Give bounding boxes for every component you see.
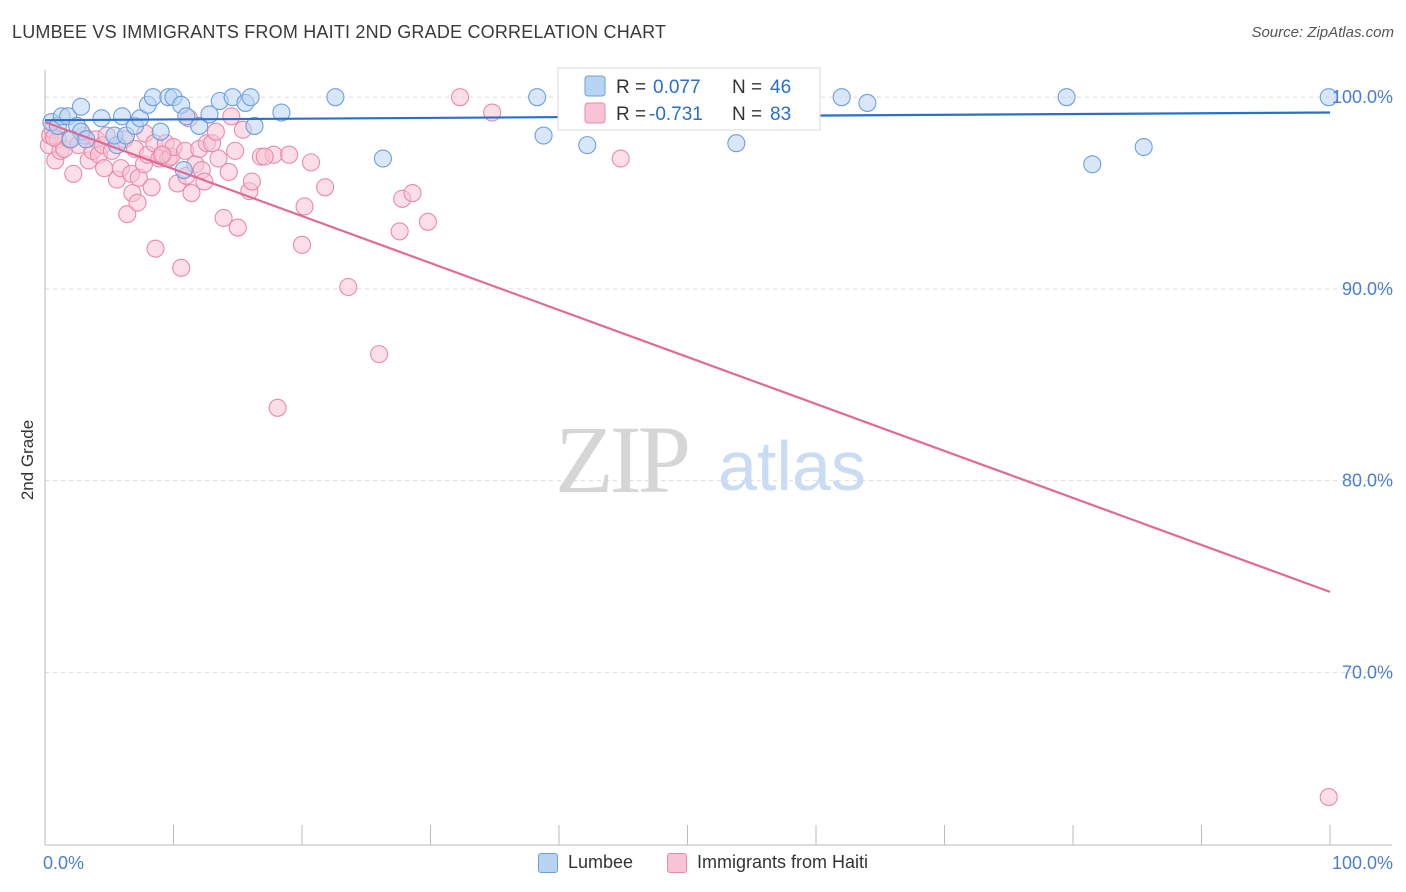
blue-point-15 [131,109,150,128]
legend-item-lumbee[interactable]: Lumbee [537,852,634,873]
blue-point-31 [272,103,291,122]
x-tick-labels: 0.0% 100.0% [43,853,1393,873]
stats-r-value-blue: 0.077 [653,77,701,98]
chart-title: LUMBEE VS IMMIGRANTS FROM HAITI 2ND GRAD… [12,22,667,42]
pink-point-65 [280,145,299,164]
pink-point-72 [390,222,409,241]
blue-point-29 [241,88,260,107]
blue-point-30 [245,116,264,135]
pink-point-80 [255,147,274,166]
pink-point-70 [339,277,358,297]
pink-point-49 [195,172,214,191]
series-blue-points [42,88,1338,180]
stats-n-value-pink: 83 [770,104,791,125]
stats-r-value-pink: -0.731 [649,104,703,125]
y-tick-label-1: 80.0% [1342,471,1393,491]
pink-point-57 [226,141,245,160]
pink-point-52 [206,122,225,141]
pink-point-53 [209,149,228,168]
series-pink-points [39,88,1338,807]
series-legend: Lumbee Immigrants from Haiti [0,852,1406,873]
axes [44,70,1392,846]
pink-point-26 [128,193,147,212]
pink-point-71 [370,345,389,364]
pink-point-76 [451,88,470,107]
blue-point-23 [177,107,196,126]
blue-point-38 [727,134,746,153]
y-axis-label: 2nd Grade [18,420,37,500]
x-tick-label-0: 0.0% [43,853,84,873]
watermark: ZIP atlas [555,406,866,513]
blue-point-7 [71,97,91,116]
blue-point-32 [326,88,345,107]
blue-point-45 [1319,88,1338,107]
blue-point-42 [1057,88,1076,107]
pink-point-67 [295,197,314,216]
legend-label-haiti: Immigrants from Haiti [697,852,869,872]
blue-point-41 [858,93,877,112]
blue-point-44 [1134,137,1153,157]
blue-point-17 [143,88,162,107]
stats-n-label-blue: N = [732,77,762,98]
stats-swatch-blue [584,75,606,97]
pink-point-64 [268,398,287,417]
grid-lines [45,96,1392,673]
pink-point-75 [418,212,437,231]
blue-point-9 [92,109,111,128]
y-tick-label-2: 90.0% [1342,279,1393,299]
legend-swatch-haiti [667,852,688,873]
pink-point-78 [611,149,630,168]
pink-point-8 [64,164,83,183]
stats-n-label-pink: N = [732,104,762,125]
pink-point-54 [214,208,233,228]
stats-n-value-blue: 46 [770,77,791,98]
stats-legend: R = 0.077 N = 46 R = -0.731 N = 83 [557,67,821,131]
source-label: Source: ZipAtlas.com [1251,24,1394,41]
blue-point-43 [1083,155,1102,174]
pink-point-31 [142,178,161,197]
trend-lines [44,111,1331,593]
stats-swatch-pink [584,102,606,124]
y-tick-labels: 70.0% 80.0% 90.0% 100.0% [1332,87,1393,682]
pink-point-79 [1319,788,1338,807]
pink-point-66 [292,235,312,254]
pink-point-81 [152,145,171,164]
legend-swatch-lumbee [537,852,558,873]
pink-point-74 [403,184,422,203]
pink-point-55 [219,162,238,182]
pink-point-58 [228,218,247,237]
watermark-atlas: atlas [718,427,866,505]
stats-r-label-blue: R = [616,77,646,98]
pink-point-68 [301,153,321,172]
blue-point-24 [190,116,209,135]
pink-point-56 [222,107,241,126]
legend-label-lumbee: Lumbee [567,852,634,872]
x-tick-label-1: 100.0% [1332,853,1393,873]
pink-point-69 [316,178,335,197]
pink-trend-line [44,121,1331,593]
blue-point-40 [832,88,851,107]
watermark-zip: ZIP [555,406,688,513]
y-tick-label-3: 100.0% [1332,87,1393,107]
pink-point-61 [242,172,261,191]
blue-point-34 [528,88,547,107]
pink-point-45 [182,184,201,203]
pink-point-22 [118,205,137,224]
blue-point-36 [578,136,597,155]
blue-point-35 [534,126,553,145]
blue-point-33 [373,149,393,168]
stats-r-label-pink: R = [616,104,646,125]
blue-point-18 [151,122,170,141]
y-tick-label-0: 70.0% [1342,662,1393,682]
legend-item-haiti[interactable]: Immigrants from Haiti [667,852,868,873]
pink-point-41 [172,258,191,277]
pink-point-33 [146,239,165,258]
